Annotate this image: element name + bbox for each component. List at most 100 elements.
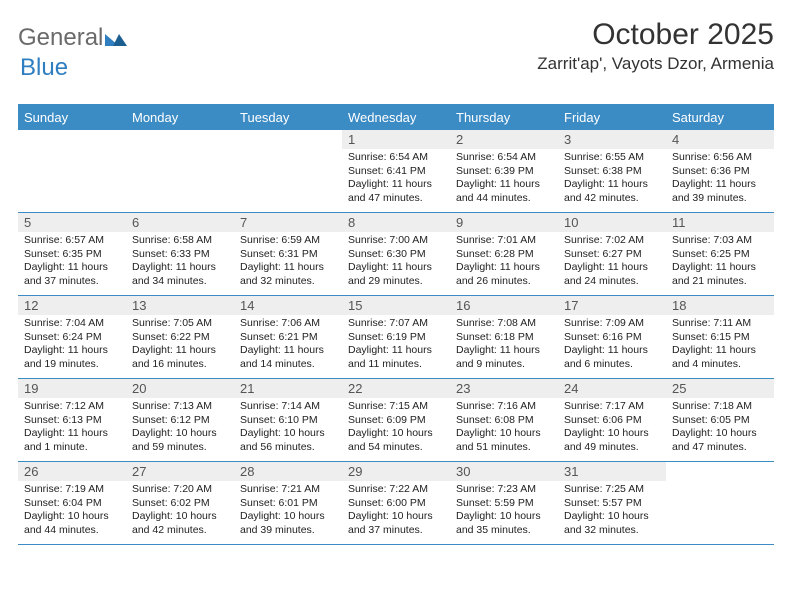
daylight-line: Daylight: 11 hours and 6 minutes. [564, 344, 660, 371]
day-number: 3 [558, 130, 666, 149]
daylight-line: Daylight: 10 hours and 51 minutes. [456, 427, 552, 454]
sunset-line: Sunset: 6:18 PM [456, 331, 552, 345]
sunrise-line: Sunrise: 7:09 AM [564, 317, 660, 331]
sunset-line: Sunset: 6:28 PM [456, 248, 552, 262]
sunset-line: Sunset: 5:59 PM [456, 497, 552, 511]
day-number: 26 [18, 462, 126, 481]
sunrise-line: Sunrise: 7:18 AM [672, 400, 768, 414]
sunrise-line: Sunrise: 7:04 AM [24, 317, 120, 331]
sunset-line: Sunset: 6:16 PM [564, 331, 660, 345]
title-block: October 2025 Zarrit'ap', Vayots Dzor, Ar… [537, 18, 774, 74]
day-info: Sunrise: 6:56 AMSunset: 6:36 PMDaylight:… [666, 149, 774, 208]
day-cell: 3Sunrise: 6:55 AMSunset: 6:38 PMDaylight… [558, 130, 666, 212]
weekday-header: Tuesday [234, 106, 342, 130]
sunset-line: Sunset: 6:22 PM [132, 331, 228, 345]
day-number: 5 [18, 213, 126, 232]
day-number [126, 130, 234, 149]
day-cell: 29Sunrise: 7:22 AMSunset: 6:00 PMDayligh… [342, 462, 450, 544]
sunset-line: Sunset: 6:25 PM [672, 248, 768, 262]
day-info: Sunrise: 7:17 AMSunset: 6:06 PMDaylight:… [558, 398, 666, 457]
sunset-line: Sunset: 6:10 PM [240, 414, 336, 428]
sunset-line: Sunset: 6:08 PM [456, 414, 552, 428]
day-cell [234, 130, 342, 212]
day-info: Sunrise: 7:01 AMSunset: 6:28 PMDaylight:… [450, 232, 558, 291]
day-number: 17 [558, 296, 666, 315]
sunrise-line: Sunrise: 7:08 AM [456, 317, 552, 331]
week-row: 19Sunrise: 7:12 AMSunset: 6:13 PMDayligh… [18, 379, 774, 462]
sunrise-line: Sunrise: 6:54 AM [348, 151, 444, 165]
day-cell: 1Sunrise: 6:54 AMSunset: 6:41 PMDaylight… [342, 130, 450, 212]
sunset-line: Sunset: 6:09 PM [348, 414, 444, 428]
day-cell: 24Sunrise: 7:17 AMSunset: 6:06 PMDayligh… [558, 379, 666, 461]
sunrise-line: Sunrise: 7:02 AM [564, 234, 660, 248]
day-info: Sunrise: 6:59 AMSunset: 6:31 PMDaylight:… [234, 232, 342, 291]
sunset-line: Sunset: 6:19 PM [348, 331, 444, 345]
sunrise-line: Sunrise: 7:25 AM [564, 483, 660, 497]
sunrise-line: Sunrise: 7:06 AM [240, 317, 336, 331]
sunset-line: Sunset: 6:30 PM [348, 248, 444, 262]
daylight-line: Daylight: 10 hours and 54 minutes. [348, 427, 444, 454]
weekday-header: Sunday [18, 106, 126, 130]
day-info: Sunrise: 7:20 AMSunset: 6:02 PMDaylight:… [126, 481, 234, 540]
sunset-line: Sunset: 5:57 PM [564, 497, 660, 511]
daylight-line: Daylight: 11 hours and 34 minutes. [132, 261, 228, 288]
daylight-line: Daylight: 10 hours and 37 minutes. [348, 510, 444, 537]
week-row: 12Sunrise: 7:04 AMSunset: 6:24 PMDayligh… [18, 296, 774, 379]
day-cell: 23Sunrise: 7:16 AMSunset: 6:08 PMDayligh… [450, 379, 558, 461]
page-title: October 2025 [537, 18, 774, 52]
day-cell: 13Sunrise: 7:05 AMSunset: 6:22 PMDayligh… [126, 296, 234, 378]
sunset-line: Sunset: 6:41 PM [348, 165, 444, 179]
sunset-line: Sunset: 6:38 PM [564, 165, 660, 179]
day-info: Sunrise: 7:14 AMSunset: 6:10 PMDaylight:… [234, 398, 342, 457]
sunset-line: Sunset: 6:33 PM [132, 248, 228, 262]
sunrise-line: Sunrise: 7:23 AM [456, 483, 552, 497]
day-info: Sunrise: 7:12 AMSunset: 6:13 PMDaylight:… [18, 398, 126, 457]
sunrise-line: Sunrise: 7:13 AM [132, 400, 228, 414]
day-number: 15 [342, 296, 450, 315]
day-cell: 6Sunrise: 6:58 AMSunset: 6:33 PMDaylight… [126, 213, 234, 295]
day-cell: 30Sunrise: 7:23 AMSunset: 5:59 PMDayligh… [450, 462, 558, 544]
day-number: 19 [18, 379, 126, 398]
sunrise-line: Sunrise: 7:12 AM [24, 400, 120, 414]
day-number: 29 [342, 462, 450, 481]
day-number: 2 [450, 130, 558, 149]
day-info: Sunrise: 6:55 AMSunset: 6:38 PMDaylight:… [558, 149, 666, 208]
logo-text-gray: General [18, 24, 103, 52]
day-cell: 16Sunrise: 7:08 AMSunset: 6:18 PMDayligh… [450, 296, 558, 378]
sunset-line: Sunset: 6:06 PM [564, 414, 660, 428]
weekday-header: Friday [558, 106, 666, 130]
day-cell: 28Sunrise: 7:21 AMSunset: 6:01 PMDayligh… [234, 462, 342, 544]
day-cell: 15Sunrise: 7:07 AMSunset: 6:19 PMDayligh… [342, 296, 450, 378]
daylight-line: Daylight: 11 hours and 21 minutes. [672, 261, 768, 288]
day-cell: 14Sunrise: 7:06 AMSunset: 6:21 PMDayligh… [234, 296, 342, 378]
sunrise-line: Sunrise: 7:19 AM [24, 483, 120, 497]
day-number: 11 [666, 213, 774, 232]
day-number: 25 [666, 379, 774, 398]
sunset-line: Sunset: 6:39 PM [456, 165, 552, 179]
day-number: 18 [666, 296, 774, 315]
daylight-line: Daylight: 11 hours and 39 minutes. [672, 178, 768, 205]
sunrise-line: Sunrise: 7:01 AM [456, 234, 552, 248]
daylight-line: Daylight: 10 hours and 49 minutes. [564, 427, 660, 454]
daylight-line: Daylight: 11 hours and 1 minute. [24, 427, 120, 454]
location-subtitle: Zarrit'ap', Vayots Dzor, Armenia [537, 54, 774, 74]
day-info: Sunrise: 7:02 AMSunset: 6:27 PMDaylight:… [558, 232, 666, 291]
sunset-line: Sunset: 6:15 PM [672, 331, 768, 345]
weekday-header: Wednesday [342, 106, 450, 130]
sunrise-line: Sunrise: 7:20 AM [132, 483, 228, 497]
day-info: Sunrise: 7:05 AMSunset: 6:22 PMDaylight:… [126, 315, 234, 374]
day-cell: 25Sunrise: 7:18 AMSunset: 6:05 PMDayligh… [666, 379, 774, 461]
sunset-line: Sunset: 6:13 PM [24, 414, 120, 428]
daylight-line: Daylight: 10 hours and 35 minutes. [456, 510, 552, 537]
logo-text-blue: Blue [20, 54, 68, 81]
day-cell: 9Sunrise: 7:01 AMSunset: 6:28 PMDaylight… [450, 213, 558, 295]
daylight-line: Daylight: 11 hours and 9 minutes. [456, 344, 552, 371]
sunrise-line: Sunrise: 6:59 AM [240, 234, 336, 248]
weekday-header: Saturday [666, 106, 774, 130]
day-number: 21 [234, 379, 342, 398]
day-number: 23 [450, 379, 558, 398]
day-info: Sunrise: 7:22 AMSunset: 6:00 PMDaylight:… [342, 481, 450, 540]
day-info: Sunrise: 6:54 AMSunset: 6:39 PMDaylight:… [450, 149, 558, 208]
daylight-line: Daylight: 11 hours and 14 minutes. [240, 344, 336, 371]
day-cell: 26Sunrise: 7:19 AMSunset: 6:04 PMDayligh… [18, 462, 126, 544]
